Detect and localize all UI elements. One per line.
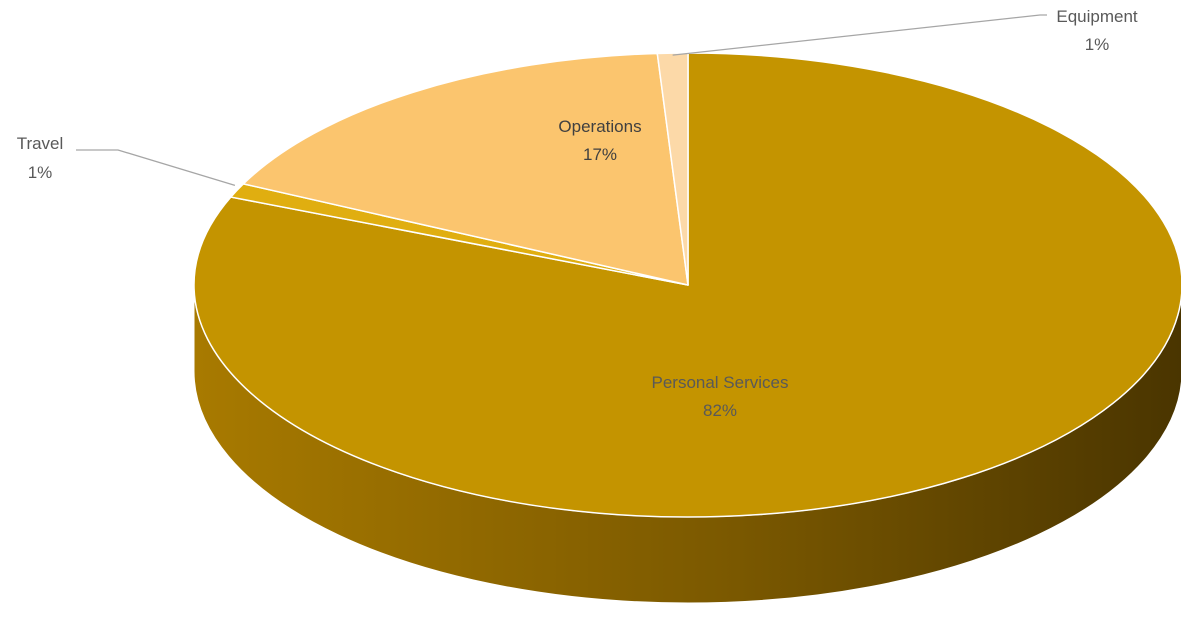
label-personal-services-percent: 82% <box>703 401 737 420</box>
label-travel-percent: 1% <box>28 163 53 182</box>
label-operations-percent: 17% <box>583 145 617 164</box>
label-equipment-name: Equipment <box>1056 7 1138 26</box>
pie-top-face <box>194 53 1181 517</box>
label-personal-services-name: Personal Services <box>651 373 788 392</box>
label-travel-name: Travel <box>17 134 64 153</box>
label-equipment-percent: 1% <box>1085 35 1110 54</box>
leader-line-travel <box>76 150 235 185</box>
label-operations-name: Operations <box>558 117 641 136</box>
leader-line-equipment <box>673 15 1047 55</box>
